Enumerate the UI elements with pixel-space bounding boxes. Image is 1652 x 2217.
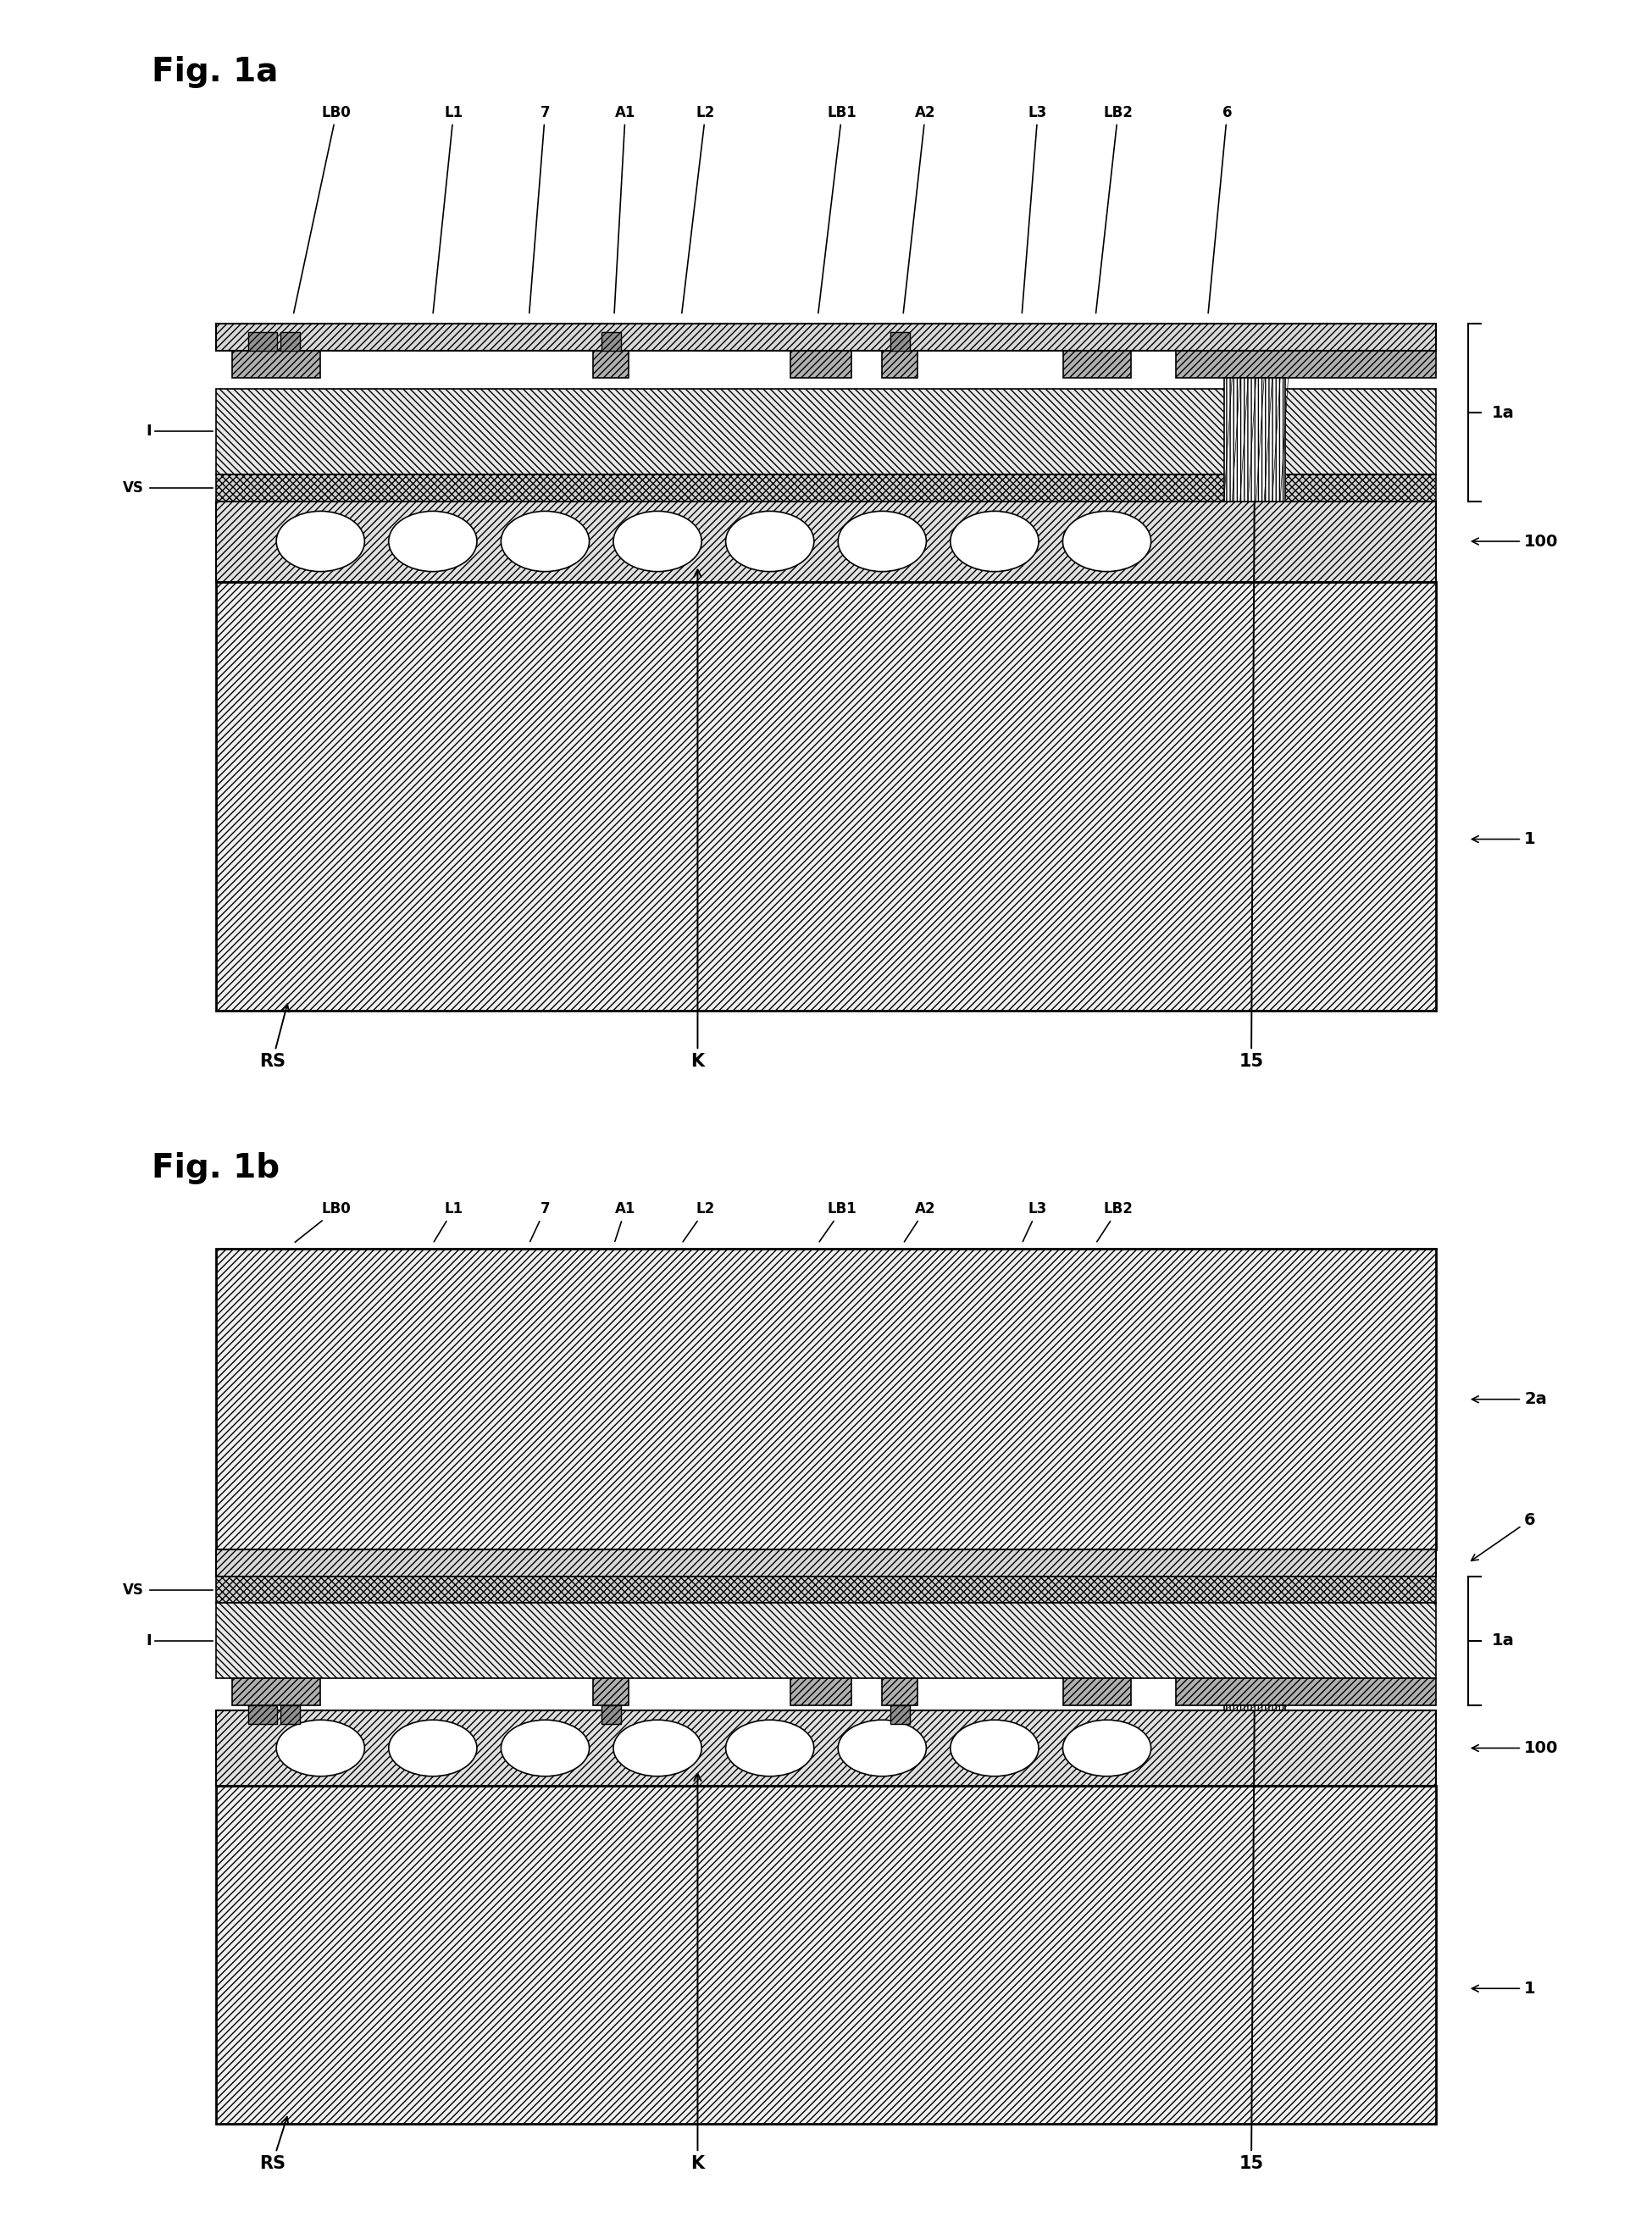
Text: 1: 1: [1472, 1980, 1536, 1998]
Text: LB2: LB2: [1095, 104, 1133, 313]
Ellipse shape: [501, 512, 590, 572]
Text: L3: L3: [1023, 104, 1047, 313]
Text: 6: 6: [1472, 1512, 1536, 1561]
Bar: [1064, 350, 1132, 377]
Text: LB1: LB1: [818, 104, 857, 313]
Text: RS: RS: [259, 1004, 289, 1071]
Bar: [216, 474, 1436, 501]
Text: 1a: 1a: [1492, 403, 1515, 421]
Bar: [791, 350, 852, 377]
Bar: [216, 388, 1436, 474]
Ellipse shape: [613, 512, 702, 572]
Bar: [1176, 350, 1436, 377]
Text: Fig. 1b: Fig. 1b: [152, 1153, 279, 1184]
Bar: [216, 1712, 1436, 1785]
Bar: [233, 1678, 320, 1705]
Text: 100: 100: [1472, 534, 1558, 550]
Text: 1a: 1a: [1492, 1632, 1515, 1649]
Bar: [882, 1678, 917, 1705]
Text: 15: 15: [1239, 483, 1264, 1071]
Text: A2: A2: [904, 1202, 937, 1242]
Text: L2: L2: [682, 104, 715, 313]
Text: 7: 7: [529, 104, 550, 313]
Ellipse shape: [838, 1720, 927, 1776]
Bar: [216, 501, 1436, 581]
Bar: [601, 1705, 621, 1725]
Bar: [248, 1705, 278, 1725]
Bar: [281, 1705, 299, 1725]
Text: VS: VS: [122, 1583, 144, 1598]
Text: A2: A2: [904, 104, 937, 313]
Bar: [216, 581, 1436, 1011]
Ellipse shape: [388, 1720, 477, 1776]
Ellipse shape: [501, 1720, 590, 1776]
Bar: [216, 1248, 1436, 1550]
Bar: [1064, 1678, 1132, 1705]
Bar: [1176, 1678, 1436, 1705]
Ellipse shape: [276, 512, 365, 572]
Text: LB0: LB0: [294, 104, 352, 313]
Bar: [248, 333, 278, 350]
Text: I: I: [147, 423, 152, 439]
Bar: [216, 324, 1436, 350]
Text: 7: 7: [530, 1202, 550, 1242]
Bar: [890, 1705, 910, 1725]
Text: L2: L2: [682, 1202, 715, 1242]
Ellipse shape: [276, 1720, 365, 1776]
Ellipse shape: [613, 1720, 702, 1776]
Bar: [1224, 377, 1285, 501]
Bar: [216, 1785, 1436, 2124]
Bar: [216, 1550, 1436, 1576]
Ellipse shape: [1062, 1720, 1151, 1776]
Bar: [1224, 1705, 1285, 1712]
Ellipse shape: [1062, 512, 1151, 572]
Bar: [601, 333, 621, 350]
Ellipse shape: [388, 512, 477, 572]
Text: A1: A1: [615, 1202, 636, 1242]
Text: RS: RS: [259, 2117, 289, 2173]
Ellipse shape: [725, 512, 814, 572]
Text: I: I: [147, 1634, 152, 1649]
Bar: [593, 1678, 629, 1705]
Text: L1: L1: [433, 104, 463, 313]
Bar: [281, 333, 299, 350]
Bar: [593, 350, 629, 377]
Bar: [216, 1603, 1436, 1678]
Bar: [233, 350, 320, 377]
Text: VS: VS: [122, 481, 144, 494]
Ellipse shape: [950, 1720, 1039, 1776]
Bar: [890, 333, 910, 350]
Text: Fig. 1a: Fig. 1a: [152, 55, 279, 89]
Bar: [216, 1576, 1436, 1603]
Bar: [882, 350, 917, 377]
Text: 15: 15: [1239, 1698, 1264, 2173]
Text: 6: 6: [1208, 104, 1232, 313]
Ellipse shape: [725, 1720, 814, 1776]
Text: L3: L3: [1023, 1202, 1047, 1242]
Ellipse shape: [838, 512, 927, 572]
Text: 1: 1: [1472, 831, 1536, 847]
Text: 2a: 2a: [1472, 1392, 1546, 1408]
Ellipse shape: [950, 512, 1039, 572]
Text: K: K: [691, 1774, 704, 2173]
Text: A1: A1: [615, 104, 636, 313]
Text: 100: 100: [1472, 1740, 1558, 1756]
Text: L1: L1: [434, 1202, 463, 1242]
Bar: [791, 1678, 852, 1705]
Text: K: K: [691, 570, 704, 1071]
Text: LB0: LB0: [296, 1202, 352, 1242]
Text: LB1: LB1: [819, 1202, 857, 1242]
Text: LB2: LB2: [1097, 1202, 1133, 1242]
